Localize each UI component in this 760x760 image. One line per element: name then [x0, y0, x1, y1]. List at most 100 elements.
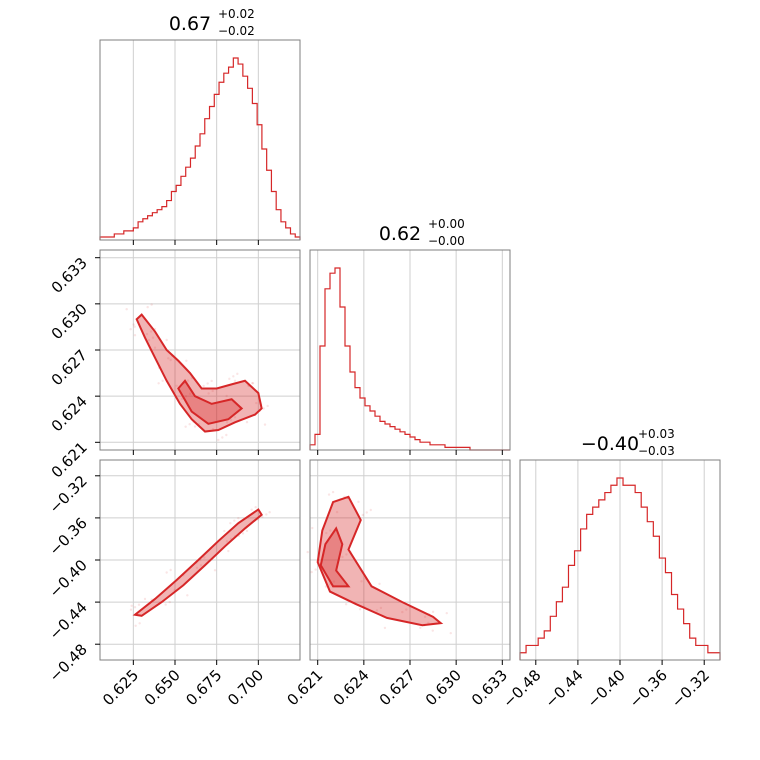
- sample-point: [247, 384, 250, 387]
- sample-point: [329, 529, 332, 532]
- sample-point: [233, 416, 237, 419]
- sample-point: [258, 409, 261, 413]
- sample-point: [251, 382, 255, 385]
- param-title-plus: +0.02: [218, 7, 255, 21]
- sample-point: [207, 392, 210, 395]
- sample-point: [360, 580, 363, 583]
- sample-point: [133, 325, 136, 328]
- sample-point: [149, 330, 153, 333]
- sample-point: [325, 531, 328, 535]
- sample-point: [245, 529, 249, 533]
- sample-point: [361, 513, 364, 517]
- sample-point: [217, 438, 220, 442]
- sample-point: [229, 521, 232, 525]
- sample-point: [431, 610, 435, 614]
- sample-point: [328, 582, 332, 586]
- sample-point: [227, 549, 230, 553]
- sample-point: [427, 621, 430, 624]
- sample-point: [251, 381, 254, 385]
- sample-point: [237, 516, 240, 520]
- sample-point: [327, 493, 331, 496]
- hist-p0-grid: [132, 40, 259, 240]
- hist-p2-grid: [535, 460, 705, 660]
- sample-point: [157, 382, 160, 385]
- sample-point: [173, 356, 176, 359]
- sample-point: [311, 526, 314, 530]
- sample-point: [210, 379, 213, 383]
- x-tick-label-p0: 0.675: [182, 666, 225, 709]
- sample-point: [233, 379, 237, 382]
- sample-point: [254, 506, 257, 509]
- sample-point: [182, 381, 186, 385]
- sample-point: [169, 568, 172, 572]
- y-tick-label-p1: 0.624: [48, 392, 91, 435]
- sample-point: [132, 323, 135, 326]
- contour-inner-p1-p2: [319, 526, 351, 588]
- sample-point: [409, 605, 412, 609]
- sample-point: [362, 605, 366, 608]
- sample-point: [259, 403, 263, 406]
- sample-point: [186, 379, 190, 382]
- sample-point: [223, 529, 226, 533]
- sample-point: [431, 629, 434, 632]
- sample-point: [236, 372, 239, 376]
- param-title-plus: +0.00: [428, 217, 465, 231]
- sample-point: [211, 389, 214, 393]
- sample-point: [221, 436, 224, 439]
- x-tick-label-p2: −0.48: [499, 666, 544, 711]
- sample-point: [164, 603, 167, 606]
- sample-point: [247, 384, 251, 387]
- sample-point: [255, 401, 258, 405]
- sample-point: [401, 610, 404, 614]
- sample-point: [165, 571, 168, 574]
- sample-point: [364, 577, 367, 581]
- sample-point: [245, 420, 249, 424]
- sample-point: [180, 397, 184, 401]
- sample-point: [178, 576, 181, 579]
- sample-point: [209, 547, 212, 550]
- x-tick-label-p0: 0.650: [141, 666, 184, 709]
- sample-point: [157, 602, 161, 606]
- y-tick-label-p1: 0.621: [48, 438, 91, 481]
- sample-point: [161, 379, 164, 382]
- sample-point: [232, 375, 235, 378]
- histogram-p1: [309, 267, 510, 451]
- sample-point: [199, 558, 202, 562]
- sample-point: [143, 597, 147, 601]
- sample-point: [228, 377, 231, 381]
- sample-point: [357, 500, 360, 504]
- sample-point: [225, 540, 229, 543]
- param-title-p2: −0.40: [581, 433, 639, 455]
- sample-point: [202, 384, 205, 388]
- y-tick-label-p2: −0.32: [46, 472, 91, 517]
- pair-p0-p2-grid: [100, 460, 300, 660]
- sample-point: [188, 392, 192, 396]
- sample-point: [375, 609, 379, 612]
- sample-point: [161, 600, 165, 603]
- sample-point: [133, 333, 137, 337]
- sample-point: [349, 550, 352, 554]
- param-title-value: −0.40: [581, 433, 639, 455]
- sample-point: [344, 603, 348, 606]
- x-tick-label-p2: −0.44: [541, 666, 586, 711]
- sample-point: [331, 490, 335, 494]
- sample-point: [192, 420, 195, 423]
- sample-point: [125, 308, 128, 311]
- sample-point: [165, 338, 168, 342]
- sample-point: [241, 532, 245, 535]
- sample-point: [190, 376, 194, 380]
- sample-point: [137, 603, 141, 606]
- sample-point: [129, 608, 133, 611]
- sample-point: [427, 613, 431, 616]
- sample-point: [134, 624, 137, 627]
- param-title-minus: −0.03: [638, 444, 675, 458]
- y-tick-label-p1: 0.630: [48, 300, 91, 343]
- sample-point: [225, 394, 228, 398]
- histogram-p0: [99, 57, 301, 240]
- pair-p0-p1-grid: [100, 250, 300, 450]
- sample-point: [237, 534, 241, 538]
- sample-point: [358, 608, 362, 611]
- sample-point: [195, 566, 199, 569]
- sample-point: [153, 327, 157, 331]
- param-title-minus: −0.00: [428, 234, 465, 248]
